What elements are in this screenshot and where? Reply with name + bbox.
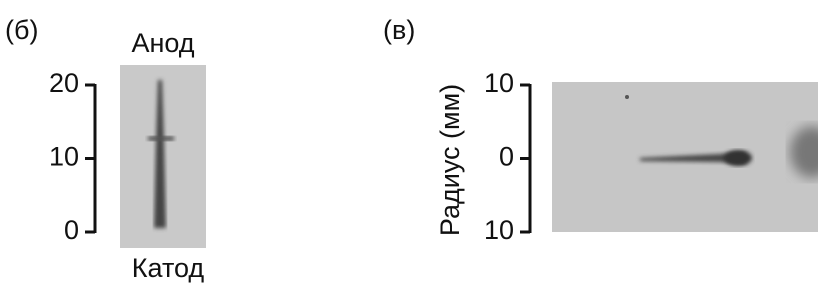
y-tick-label: 10 bbox=[49, 142, 79, 172]
anode-label: Анод bbox=[131, 28, 194, 58]
panel-label: (в) bbox=[383, 15, 415, 45]
y-tick-label: 0 bbox=[64, 215, 79, 245]
figure: (б) Анод Катод (в) Радиус (мм) 0 10 20 10 0 1… bbox=[0, 0, 818, 287]
y-axis-label: Радиус (мм) bbox=[435, 84, 465, 236]
cathode-label: Катод bbox=[132, 253, 205, 283]
y-tick-label: 10 bbox=[484, 68, 514, 98]
y-tick-label: 10 bbox=[484, 215, 514, 245]
y-tick-label: 20 bbox=[49, 68, 79, 98]
photo-b bbox=[120, 65, 206, 248]
panel-label: (б) bbox=[5, 15, 38, 45]
y-tick-label: 0 bbox=[499, 142, 514, 172]
photo-c bbox=[552, 82, 818, 232]
